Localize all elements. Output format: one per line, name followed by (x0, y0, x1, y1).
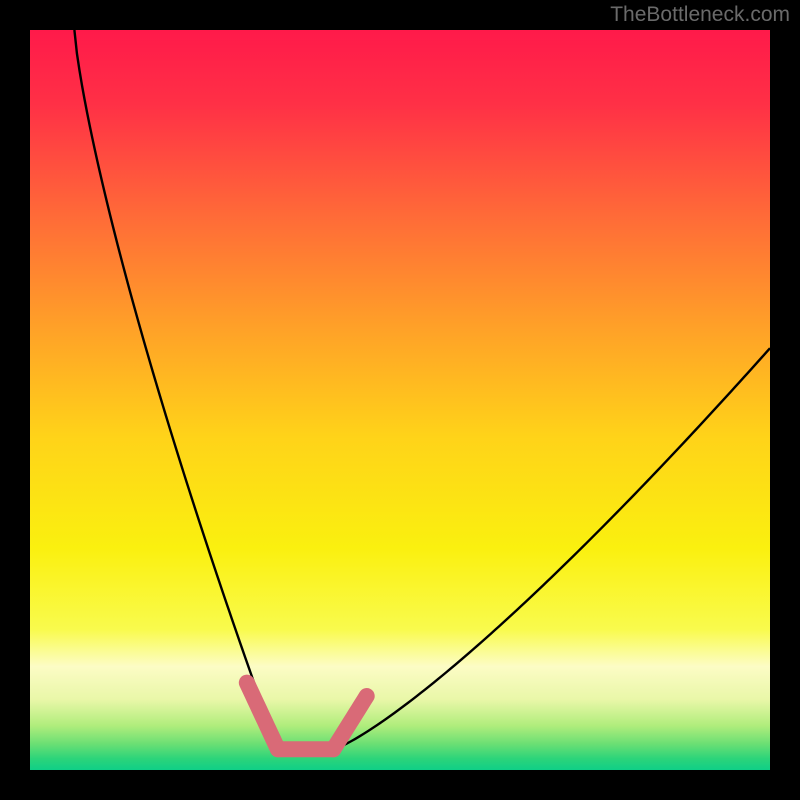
curve-overlay (0, 0, 800, 800)
bottleneck-curve (74, 30, 770, 749)
figure-container: TheBottleneck.com (0, 0, 800, 800)
optimal-range-highlight (247, 683, 367, 750)
watermark-text: TheBottleneck.com (610, 3, 790, 27)
